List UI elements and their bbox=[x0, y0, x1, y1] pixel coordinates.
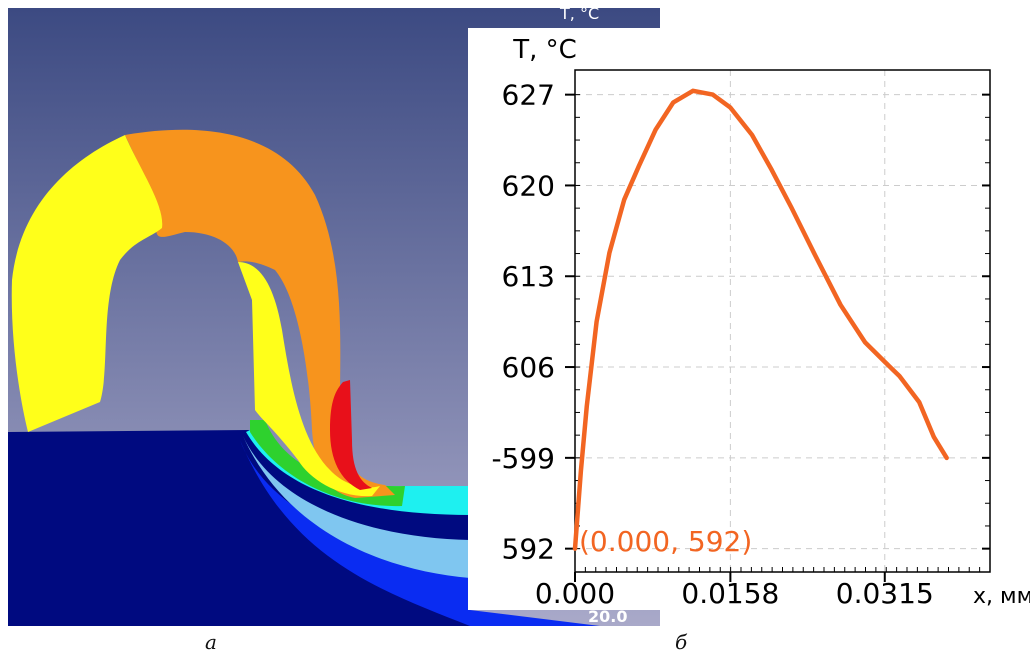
y-tick-label: -599 bbox=[491, 442, 555, 475]
zone-blue bbox=[240, 440, 600, 626]
zone-light-blue bbox=[243, 436, 470, 578]
y-tick-label: 620 bbox=[502, 169, 555, 202]
x-tick-label: 0.000 bbox=[535, 577, 615, 610]
chart-panel-background bbox=[468, 28, 1030, 610]
y-tick-label: 606 bbox=[502, 351, 555, 384]
colorbar-title: T, °C bbox=[560, 4, 600, 23]
x-tick-label: 0.0315 bbox=[836, 577, 934, 610]
x-axis-title: x, мм bbox=[973, 584, 1030, 609]
colorbar-bottom-value: 20.0 bbox=[588, 607, 627, 626]
y-tick-label: 627 bbox=[502, 79, 555, 112]
zone-red bbox=[330, 380, 372, 490]
y-tick-labels: 627 620 613 606 -599 592 bbox=[491, 79, 555, 566]
y-axis-title: T, °C bbox=[512, 35, 577, 65]
y-tick-label: 613 bbox=[502, 260, 555, 293]
caption-right: б bbox=[675, 630, 688, 654]
x-tick-labels: 0.000 0.0158 0.0315 bbox=[535, 577, 934, 610]
y-tick-label: 592 bbox=[502, 533, 555, 566]
series-line bbox=[572, 88, 949, 551]
x-tick-label: 0.0158 bbox=[681, 577, 779, 610]
zone-cyan bbox=[246, 430, 470, 515]
caption-left: а bbox=[205, 630, 217, 654]
chip-yellow-outer bbox=[11, 135, 163, 432]
zone-green bbox=[250, 420, 405, 507]
workpiece-region bbox=[8, 430, 470, 626]
chip-orange-region bbox=[125, 129, 395, 498]
chip-yellow-inner bbox=[238, 262, 380, 497]
data-point-annotation: (0.000, 592) bbox=[579, 525, 752, 558]
